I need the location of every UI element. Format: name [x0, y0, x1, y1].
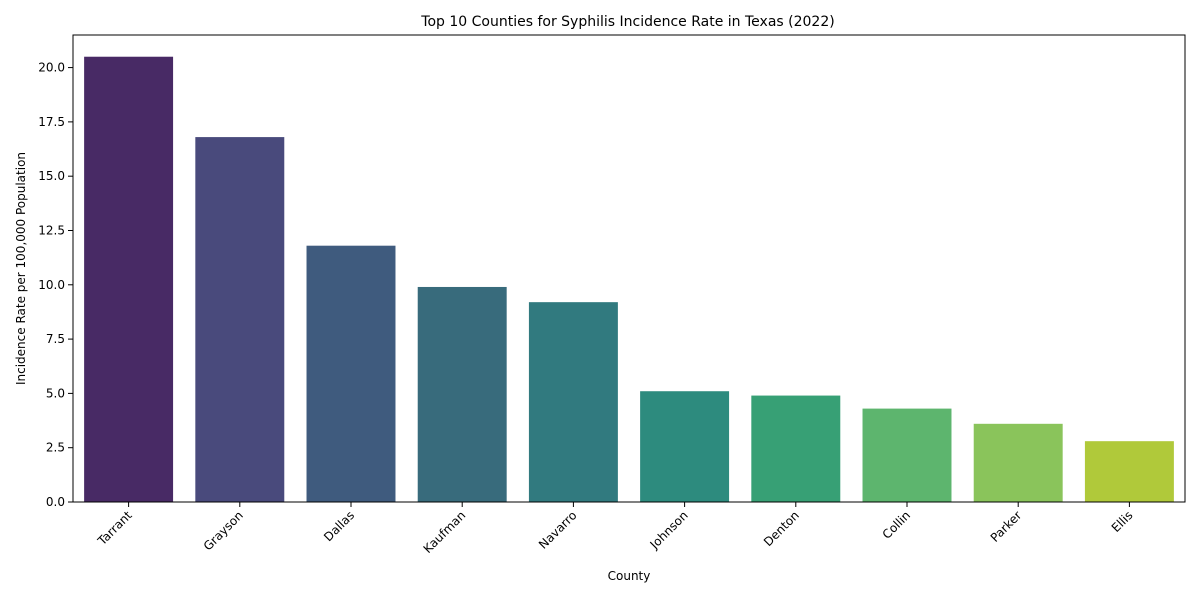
- bar-grayson: [195, 137, 285, 502]
- chart-title: Top 10 Counties for Syphilis Incidence R…: [420, 14, 834, 30]
- y-axis: 0.0 2.5 5.0 7.5 10.0 12.5 15.0 17.5 20.0: [38, 61, 73, 509]
- x-tick-label: Grayson: [201, 508, 246, 553]
- bar-navarro: [528, 302, 618, 502]
- x-axis: Tarrant Grayson Dallas Kaufman Navarro Johnso…: [94, 502, 1136, 556]
- bars-group: [84, 56, 1174, 502]
- x-tick-label: Kaufman: [421, 508, 469, 556]
- bar-collin: [862, 408, 952, 502]
- bar-denton: [751, 395, 841, 502]
- plot-frame: [72, 34, 1186, 503]
- bar-ellis: [1084, 441, 1174, 502]
- bar-kaufman: [417, 286, 507, 502]
- x-tick-label: Ellis: [1109, 508, 1136, 535]
- bar-parker: [973, 423, 1063, 502]
- bar-johnson: [640, 391, 730, 502]
- y-tick-label: 10.0: [38, 278, 65, 292]
- x-tick-label: Dallas: [321, 508, 357, 544]
- y-tick-label: 17.5: [38, 115, 65, 129]
- y-tick-label: 5.0: [46, 386, 65, 400]
- y-tick-label: 20.0: [38, 61, 65, 75]
- bar-tarrant: [84, 56, 174, 502]
- y-axis-label: Incidence Rate per 100,000 Population: [14, 152, 28, 385]
- y-tick-label: 0.0: [46, 495, 65, 509]
- x-tick-label: Denton: [761, 508, 802, 549]
- x-tick-label: Collin: [880, 508, 913, 541]
- x-tick-label: Tarrant: [94, 508, 135, 549]
- y-tick-label: 15.0: [38, 169, 65, 183]
- bar-dallas: [306, 245, 396, 502]
- x-tick-label: Navarro: [536, 508, 580, 552]
- y-tick-label: 12.5: [38, 223, 65, 237]
- y-tick-label: 2.5: [46, 441, 65, 455]
- x-tick-label: Parker: [988, 508, 1025, 545]
- x-axis-label: County: [608, 569, 651, 583]
- x-tick-label: Johnson: [647, 508, 691, 552]
- y-tick-label: 7.5: [46, 332, 65, 346]
